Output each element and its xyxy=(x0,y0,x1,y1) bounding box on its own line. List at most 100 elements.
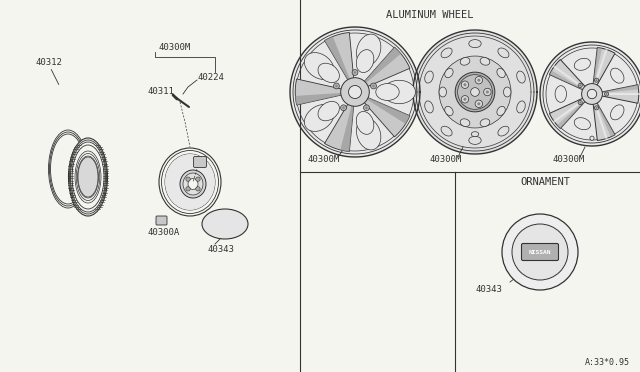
Ellipse shape xyxy=(498,48,509,58)
Circle shape xyxy=(595,78,598,82)
Polygon shape xyxy=(324,36,350,81)
Polygon shape xyxy=(340,105,354,151)
Circle shape xyxy=(461,96,468,103)
Circle shape xyxy=(596,107,597,109)
Polygon shape xyxy=(549,98,586,128)
Text: 40300A: 40300A xyxy=(148,228,180,237)
Circle shape xyxy=(290,27,420,157)
Circle shape xyxy=(470,88,479,96)
Circle shape xyxy=(372,85,375,87)
Circle shape xyxy=(186,187,190,191)
Ellipse shape xyxy=(497,68,505,78)
Ellipse shape xyxy=(460,119,470,126)
Ellipse shape xyxy=(188,179,198,189)
Circle shape xyxy=(364,105,369,111)
Ellipse shape xyxy=(180,170,206,198)
Text: 40311: 40311 xyxy=(148,87,175,96)
Circle shape xyxy=(413,30,537,154)
Ellipse shape xyxy=(356,49,374,73)
Ellipse shape xyxy=(425,101,433,113)
Ellipse shape xyxy=(356,118,381,150)
Text: ALUMINUM WHEEL: ALUMINUM WHEEL xyxy=(387,10,474,20)
Polygon shape xyxy=(593,102,615,141)
Polygon shape xyxy=(324,32,354,81)
Circle shape xyxy=(477,102,481,105)
Circle shape xyxy=(461,81,468,89)
Circle shape xyxy=(595,106,598,110)
Polygon shape xyxy=(324,103,354,151)
Circle shape xyxy=(463,98,467,101)
Ellipse shape xyxy=(480,119,490,126)
Ellipse shape xyxy=(441,126,452,136)
Text: 40343: 40343 xyxy=(476,285,503,295)
Text: 40300M: 40300M xyxy=(430,154,462,164)
Text: A:33*0.95: A:33*0.95 xyxy=(585,358,630,367)
Circle shape xyxy=(352,70,358,76)
Ellipse shape xyxy=(441,48,452,58)
Circle shape xyxy=(578,100,582,105)
Ellipse shape xyxy=(356,112,374,134)
Ellipse shape xyxy=(445,106,453,116)
Ellipse shape xyxy=(611,105,624,120)
Circle shape xyxy=(484,88,491,96)
Circle shape xyxy=(340,105,346,111)
Circle shape xyxy=(196,187,200,191)
FancyBboxPatch shape xyxy=(156,216,167,225)
Polygon shape xyxy=(593,48,615,86)
Circle shape xyxy=(596,79,597,81)
Polygon shape xyxy=(364,47,401,84)
Ellipse shape xyxy=(468,136,481,144)
Circle shape xyxy=(340,78,369,106)
Polygon shape xyxy=(364,97,410,137)
Polygon shape xyxy=(295,93,342,105)
Ellipse shape xyxy=(318,63,339,83)
Circle shape xyxy=(579,84,581,86)
Ellipse shape xyxy=(425,71,433,83)
Ellipse shape xyxy=(574,118,591,130)
Ellipse shape xyxy=(516,71,525,83)
Text: 40300M: 40300M xyxy=(553,154,585,164)
Circle shape xyxy=(354,71,356,74)
Circle shape xyxy=(588,89,596,99)
Ellipse shape xyxy=(183,173,203,195)
Circle shape xyxy=(455,72,495,112)
Polygon shape xyxy=(366,97,410,124)
Text: 40300M: 40300M xyxy=(308,154,340,164)
Ellipse shape xyxy=(68,138,108,216)
Text: 40343: 40343 xyxy=(207,246,234,254)
FancyBboxPatch shape xyxy=(522,244,559,260)
Ellipse shape xyxy=(498,126,509,136)
Ellipse shape xyxy=(439,87,447,97)
Circle shape xyxy=(578,83,582,87)
Ellipse shape xyxy=(202,209,248,239)
Polygon shape xyxy=(549,60,586,90)
Circle shape xyxy=(439,56,511,128)
Ellipse shape xyxy=(497,106,505,116)
Polygon shape xyxy=(557,100,586,128)
Text: 40300M: 40300M xyxy=(159,42,191,51)
Circle shape xyxy=(605,93,607,95)
Circle shape xyxy=(463,83,467,86)
Polygon shape xyxy=(601,85,639,103)
Ellipse shape xyxy=(383,80,415,104)
Polygon shape xyxy=(601,85,639,93)
Ellipse shape xyxy=(468,39,481,48)
Circle shape xyxy=(458,75,492,109)
Polygon shape xyxy=(593,48,602,85)
Ellipse shape xyxy=(305,52,334,80)
Text: 40224: 40224 xyxy=(198,73,225,81)
Circle shape xyxy=(475,100,483,108)
Polygon shape xyxy=(596,102,615,137)
Text: 40312: 40312 xyxy=(35,58,62,67)
Ellipse shape xyxy=(611,68,624,83)
Circle shape xyxy=(196,177,200,182)
Circle shape xyxy=(335,85,338,87)
Circle shape xyxy=(333,83,339,89)
Circle shape xyxy=(186,177,190,182)
Ellipse shape xyxy=(471,132,479,137)
Polygon shape xyxy=(295,79,342,105)
Circle shape xyxy=(579,102,581,103)
Circle shape xyxy=(582,84,602,105)
Polygon shape xyxy=(549,70,584,90)
Circle shape xyxy=(365,106,368,109)
